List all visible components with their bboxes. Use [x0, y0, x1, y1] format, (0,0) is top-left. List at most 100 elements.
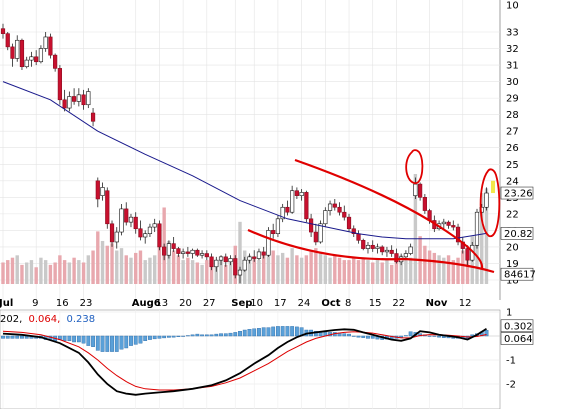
price-tick-label: 10: [506, 1, 519, 12]
candle-body: [242, 259, 247, 271]
volume-bar: [129, 257, 133, 284]
candle-body: [100, 187, 105, 196]
candle-body: [237, 269, 243, 276]
candle-body: [128, 216, 134, 223]
volume-bar: [143, 260, 147, 284]
candle-body: [346, 216, 352, 230]
upper-trendline: [294, 158, 484, 269]
macd-tick-label: -1: [506, 356, 516, 367]
price-value-labels: 23.26 20.82 84617: [491, 180, 536, 281]
candle-body: [418, 183, 423, 198]
candle-body: [185, 251, 190, 254]
volume-bar: [48, 264, 53, 284]
macd-histogram-bar: [76, 335, 81, 343]
macd-histogram-bar: [252, 328, 257, 337]
candle-body: [446, 221, 451, 226]
volume-bar: [224, 264, 228, 284]
candle-body: [157, 223, 162, 248]
price-value-tag: [500, 267, 534, 281]
price-tick-label: 22: [506, 209, 519, 220]
candle-body: [5, 33, 10, 48]
date-tick-label: 17: [274, 298, 287, 309]
volume-bar: [39, 257, 43, 284]
macd-legend-hist: 0.238: [66, 314, 95, 325]
date-tick-label: Nov: [426, 298, 448, 309]
volume-bar: [186, 257, 190, 284]
macd-histogram-bar: [91, 335, 95, 348]
macd-histogram-bar: [114, 335, 119, 352]
volume-bar: [375, 260, 380, 284]
candle-body: [105, 190, 110, 225]
candle-body: [133, 216, 138, 230]
date-tick-label: 23: [80, 298, 93, 309]
macd-histogram-bar: [223, 333, 228, 337]
volume-bar: [361, 257, 365, 284]
volume-bar: [328, 257, 332, 284]
macd-histogram-bar: [138, 335, 143, 344]
macd-value-text: 0.064: [504, 334, 533, 345]
volume-bar: [423, 245, 427, 284]
macd-histogram-bar: [404, 335, 408, 337]
candle-body: [313, 231, 318, 243]
date-tick-label: Sep: [231, 298, 252, 309]
macd-histogram-bar: [271, 326, 276, 337]
date-tick-label: Jul: [0, 298, 13, 309]
volume-bar: [219, 260, 223, 284]
volume-bar: [181, 260, 185, 284]
volume-bar: [480, 193, 484, 284]
candle-body: [451, 225, 456, 228]
volume-bar: [262, 255, 266, 284]
volume-bar: [43, 260, 48, 284]
macd-histogram-bar: [209, 334, 214, 337]
candle-body: [422, 197, 427, 211]
price-tick-label: 28: [506, 110, 519, 121]
date-tick-label: 24: [298, 298, 311, 309]
price-tick-label: 18: [506, 276, 519, 287]
macd-histogram-bar: [399, 335, 404, 338]
volume-bar: [171, 250, 176, 284]
macd-value-labels: 0.302 0.064: [500, 319, 534, 345]
volume-bar: [134, 252, 138, 284]
candle-body: [214, 259, 219, 268]
volume-bar: [342, 260, 346, 284]
macd-histogram-bar: [276, 326, 280, 337]
macd-histogram-bar: [313, 331, 318, 337]
macd-histogram-bar: [20, 335, 24, 339]
volume-bar: [290, 248, 294, 284]
candle-body: [389, 249, 394, 254]
candle-body: [275, 218, 281, 235]
volume-bar: [299, 257, 304, 284]
volume-bar: [148, 257, 152, 284]
candle-body: [181, 251, 186, 254]
macd-histogram-bar: [86, 335, 91, 346]
volume-bar: [176, 255, 181, 284]
macd-histogram-bar: [285, 326, 290, 337]
macd-histogram-bar: [342, 333, 347, 337]
volume-bar: [91, 250, 95, 284]
candle-body: [252, 256, 257, 259]
volume-bar: [67, 262, 72, 284]
candle-body: [474, 211, 480, 246]
price-value-tag: [500, 227, 534, 240]
candle-body: [72, 96, 77, 102]
macd-histogram-bar: [351, 335, 356, 337]
macd-histogram-bar: [133, 335, 138, 345]
lower-trendline: [247, 228, 495, 274]
volume-bar: [314, 248, 318, 284]
candle-body: [15, 39, 20, 59]
candle-body: [143, 233, 148, 238]
candle-body: [247, 256, 252, 261]
price-tick-label: 27: [506, 127, 519, 138]
macd-histogram-bar: [214, 333, 219, 337]
macd-histogram-bar: [105, 335, 110, 352]
candle-body: [119, 208, 124, 233]
volume-bar: [53, 262, 57, 284]
candle-body: [365, 244, 371, 249]
candle-body: [342, 211, 347, 218]
volume-bar: [356, 260, 361, 284]
candle-body: [484, 192, 489, 208]
macd-histogram-bar: [361, 335, 366, 338]
